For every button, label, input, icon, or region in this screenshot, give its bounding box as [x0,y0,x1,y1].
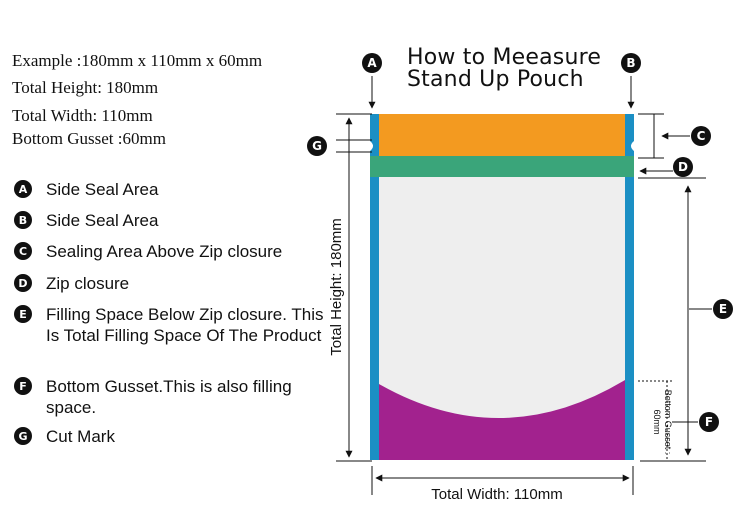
cut-mark-left [370,141,373,151]
marker-g: G [307,136,372,156]
legend-item-f: F Bottom Gusset.This is also filling spa… [14,376,306,418]
marker-c: C [638,113,711,159]
gusset-label-line1: Bottom Gusset : [663,390,673,455]
legend-text-f: Bottom Gusset.This is also filling space… [46,377,292,417]
side-seal-right [625,114,634,460]
total-width-label: Total Width: 110mm [431,486,562,503]
marker-f-label: F [705,415,713,429]
marker-c-circle [691,126,711,146]
marker-d-circle [673,157,693,177]
marker-a: A [362,53,382,109]
spec-example: Example :180mm x 110mm x 60mm [12,51,263,70]
total-height-dimension: Total Height: 180mm [328,113,372,462]
marker-d: D [638,157,706,179]
badge-c: C [14,242,32,260]
badge-e: E [14,305,32,323]
marker-e: E [640,185,733,462]
marker-e-circle [713,299,733,319]
bottom-gusset [379,380,625,460]
diagram-title: How to Meeasure Stand Up Pouch [407,47,601,91]
badge-g: G [14,427,32,445]
marker-b-label: B [626,56,635,70]
marker-d-label: D [678,160,688,174]
spec-total-width: Total Width: 110mm [12,106,153,125]
cut-mark-right [631,141,634,151]
zip-closure [370,156,634,177]
badge-b: B [14,211,32,229]
total-width-dimension: Total Width: 110mm [371,466,634,503]
legend-text-e: Filling Space Below Zip closure. This Is… [46,305,324,345]
diagram-title-line2: Stand Up Pouch [407,67,584,92]
diagram-title-line1: How to Meeasure [407,45,602,70]
marker-c-label: C [697,129,706,143]
legend-item-c: C Sealing Area Above Zip closure [14,241,346,262]
spec-total-height: Total Height: 180mm [12,78,159,97]
badge-f: F [14,377,32,395]
pouch [370,114,634,460]
marker-g-circle [307,136,327,156]
marker-a-label: A [367,56,377,70]
legend-item-e: E Filling Space Below Zip closure. This … [14,304,336,346]
legend-text-g: Cut Mark [46,427,115,446]
side-seal-left [370,114,379,460]
legend-text-a: Side Seal Area [46,180,159,199]
legend-item-a: A Side Seal Area [14,179,331,200]
legend-item-d: D Zip closure [14,273,331,294]
legend-text-c: Sealing Area Above Zip closure [46,242,283,261]
legend-text-d: Zip closure [46,274,130,293]
legend-item-b: B Side Seal Area [14,210,331,231]
legend-item-g: G Cut Mark [14,426,331,447]
total-height-label: Total Height: 180mm [328,218,345,356]
badge-a: A [14,180,32,198]
top-seal-area [379,114,625,156]
badge-d: D [14,274,32,292]
gusset-label-line2: 60mm [652,409,662,434]
marker-b-circle [621,53,641,73]
spec-bottom-gusset: Bottom Gusset :60mm [12,129,166,148]
marker-g-label: G [312,139,322,153]
marker-b: B [621,53,641,109]
legend-text-b: Side Seal Area [46,211,159,230]
marker-e-label: E [719,302,727,316]
marker-f: Bottom Gusset : 60mm F [638,380,719,461]
marker-a-circle [362,53,382,73]
marker-f-circle [699,412,719,432]
